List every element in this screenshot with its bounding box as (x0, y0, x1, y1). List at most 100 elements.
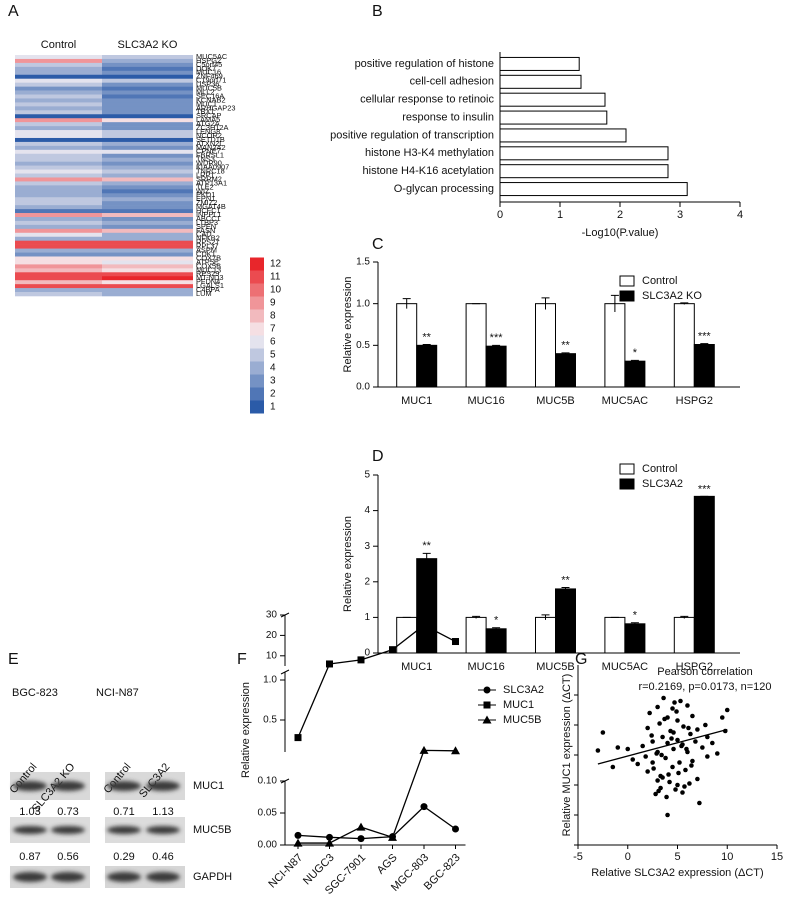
bar (693, 495, 715, 654)
row-label: COX7B (196, 253, 221, 262)
row-label: TNS3 (196, 155, 215, 164)
error-bar (630, 622, 639, 625)
bar (485, 345, 507, 388)
point (294, 734, 302, 742)
point (294, 831, 302, 839)
error-bar (541, 614, 550, 620)
band (146, 872, 180, 882)
band (107, 872, 141, 882)
heat-cell (102, 130, 193, 135)
row-label: MT-ND3 (196, 273, 224, 282)
point (693, 739, 698, 744)
heat-cell (15, 264, 102, 269)
y-tick-label: 3 (364, 541, 370, 552)
bar (499, 110, 608, 125)
bar (499, 146, 669, 161)
band-quantification: 0.29 (113, 851, 134, 863)
y-axis-label: Relative expression (342, 277, 354, 373)
heat-cell (15, 149, 102, 155)
band-quantification: 0.71 (113, 806, 134, 818)
colorbar-label: 2 (270, 389, 276, 400)
heat-cell (102, 58, 193, 64)
band-quantification: 0.56 (57, 851, 78, 863)
heat-cell (102, 228, 193, 234)
heat-cell (102, 157, 193, 162)
row-label: LAMA5 (196, 115, 220, 124)
heat-cell (102, 161, 193, 166)
point (657, 721, 662, 726)
row-label: LTBP3 (196, 218, 218, 227)
category-label: HSPG2 (676, 395, 713, 407)
heat-cell (15, 82, 102, 87)
colorbar-label: 12 (270, 259, 282, 270)
point (705, 754, 710, 759)
bar (693, 344, 715, 388)
point (700, 745, 705, 750)
row-label: RPS29 (196, 269, 219, 278)
heat-cell (15, 197, 102, 202)
colorbar-block (250, 400, 264, 414)
bar (416, 344, 438, 388)
point (661, 695, 666, 701)
heat-cell (102, 134, 193, 139)
row-label: COX5B (196, 261, 221, 270)
point (676, 770, 681, 776)
point (667, 779, 672, 785)
heat-cell (102, 201, 193, 206)
heat-cell (15, 228, 102, 234)
heat-cell (102, 94, 193, 99)
row-label: NFKB2 (196, 234, 220, 243)
category-label: positive regulation of histone (355, 58, 494, 70)
row-label: SETD1B (196, 135, 225, 144)
heat-cell (15, 240, 102, 245)
band (13, 872, 47, 882)
error-bar (422, 552, 431, 564)
row-label: KCNAB2 (196, 95, 226, 104)
heat-cell (102, 292, 193, 297)
point (672, 700, 677, 705)
colorbar-block (250, 374, 264, 388)
x-tick-label: 15 (771, 851, 783, 863)
colorbar-block (250, 322, 264, 336)
row-label: SEC16A (196, 91, 224, 100)
heat-cell (15, 248, 102, 253)
point (658, 773, 663, 779)
point (325, 838, 334, 847)
row-label: MUC5AC (196, 52, 228, 61)
heat-cell (15, 220, 102, 226)
row-label: INPPL1 (196, 210, 221, 219)
point (659, 752, 664, 758)
heat-cell (15, 106, 102, 111)
y-axis-label: Relative expression (342, 516, 354, 612)
row-label: ZC3H12A (196, 123, 229, 132)
row-label: C19orf71 (196, 76, 226, 85)
point (653, 791, 658, 797)
band (107, 781, 141, 791)
legend-label: SLC3A2 (642, 478, 683, 490)
point (595, 748, 601, 753)
y-tick-label: 10 (266, 650, 278, 661)
heat-cell (15, 58, 102, 64)
point (687, 781, 692, 786)
x-tick-label: 4 (737, 209, 743, 221)
y-axis-label: Relative expression (240, 682, 252, 778)
row-label: LUM (196, 289, 212, 298)
heat-cell (15, 177, 102, 182)
y-axis-label: Relative MUC1 expression (ΔCT) (561, 674, 573, 837)
heat-cell (15, 173, 102, 178)
heat-cell (102, 216, 193, 222)
heat-cell (15, 216, 102, 222)
point (649, 733, 654, 738)
x-tick-label: 3 (677, 209, 683, 221)
heat-cell (102, 213, 193, 218)
point (651, 766, 656, 771)
colorbar-label: 4 (270, 363, 276, 374)
point (452, 825, 459, 833)
point (697, 800, 702, 806)
point (650, 739, 655, 744)
bar (604, 303, 626, 388)
heat-cell (102, 70, 193, 76)
row-label: TNRC18 (196, 167, 225, 176)
category-label: MUC5AC (602, 661, 649, 673)
error-bar (422, 344, 431, 347)
